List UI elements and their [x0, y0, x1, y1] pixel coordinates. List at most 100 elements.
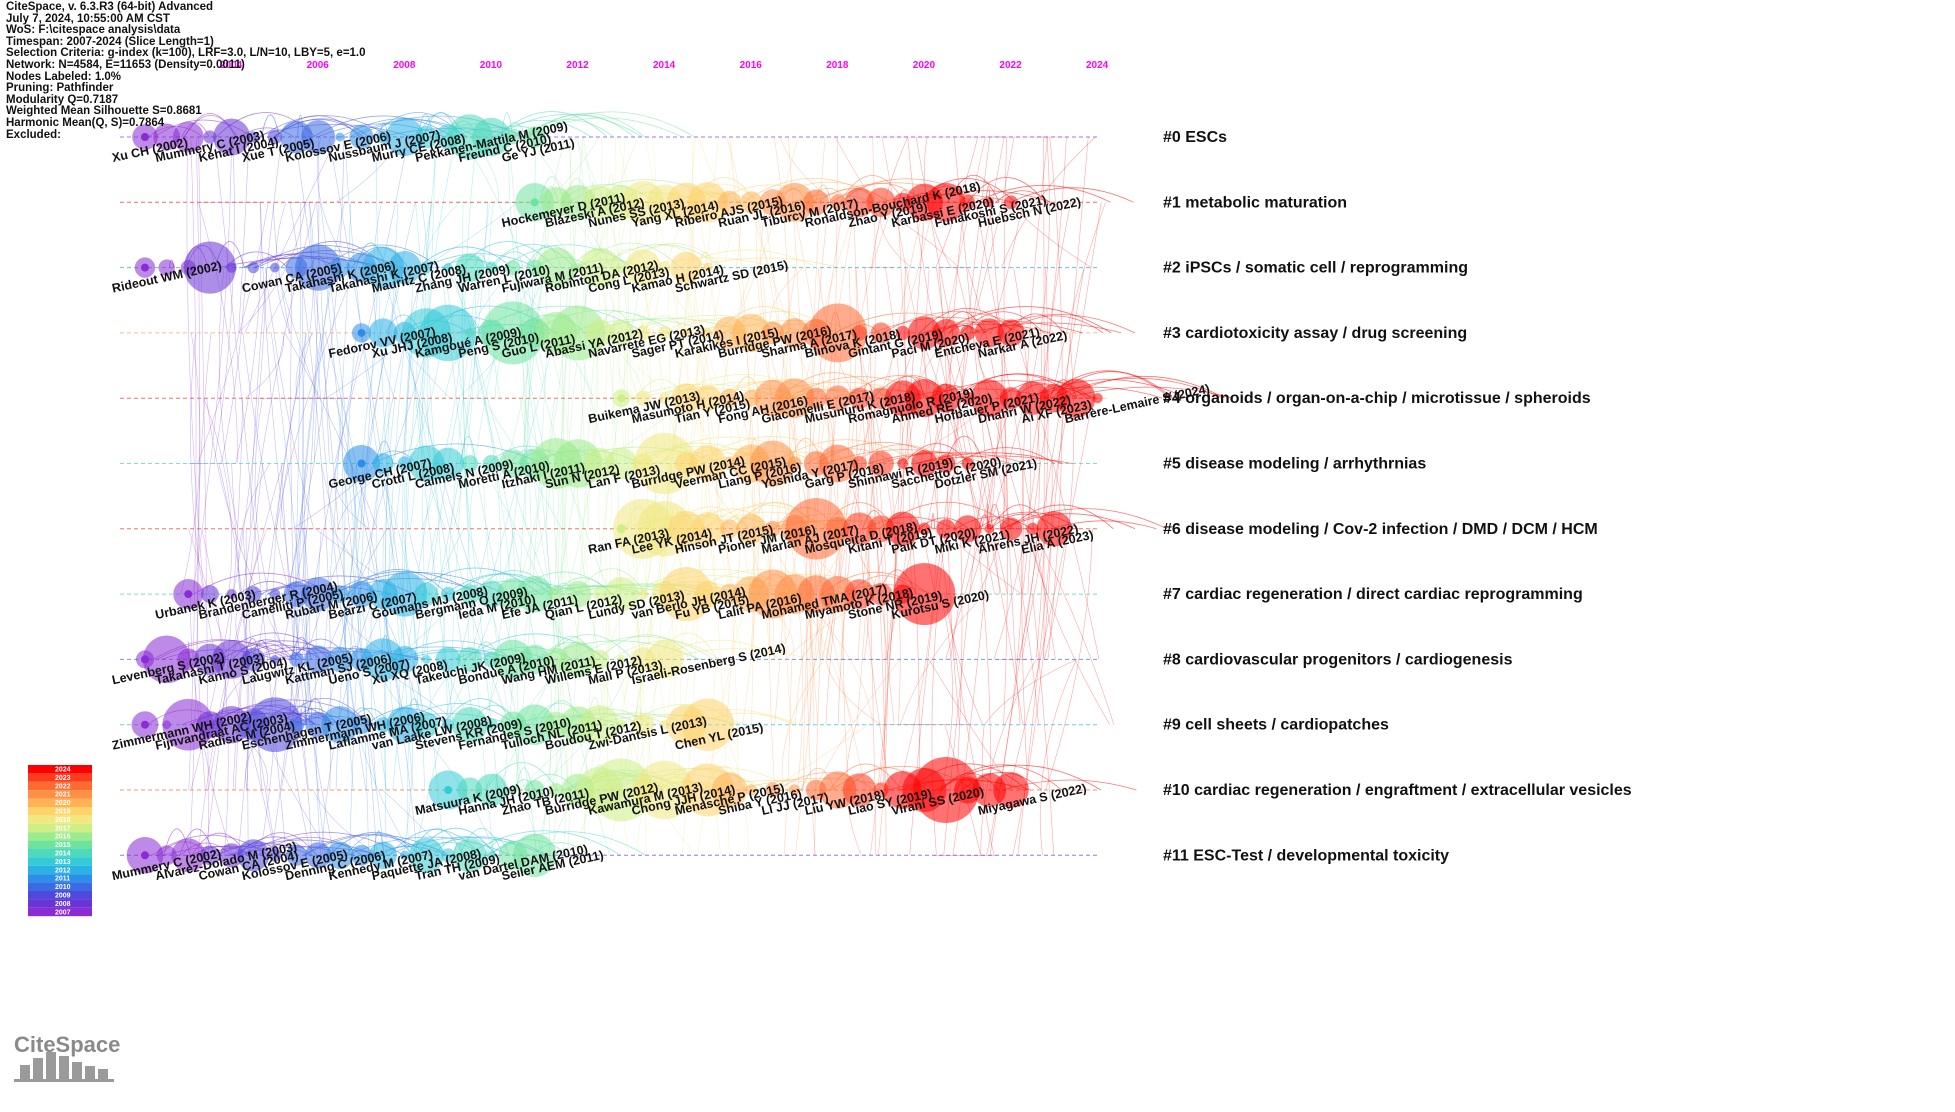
node-bubble[interactable] — [931, 383, 961, 413]
node-bubble[interactable] — [960, 194, 976, 210]
node-bubble[interactable] — [954, 515, 982, 543]
node-bubble[interactable] — [637, 588, 649, 600]
node-bubble[interactable] — [635, 325, 651, 341]
node-bubble[interactable] — [141, 263, 149, 272]
node-bubble[interactable] — [681, 328, 691, 338]
node-bubble[interactable] — [241, 647, 265, 672]
node-bubble[interactable] — [868, 450, 894, 477]
node-bubble[interactable] — [508, 785, 518, 795]
node-bubble[interactable] — [505, 129, 521, 145]
node-bubble[interactable] — [247, 261, 260, 274]
node-bubble[interactable] — [270, 654, 280, 664]
node-bubble[interactable] — [141, 133, 149, 141]
node-bubble[interactable] — [413, 712, 439, 738]
node-bubble[interactable] — [523, 126, 546, 148]
node-bubble[interactable] — [269, 588, 281, 600]
node-bubble[interactable] — [414, 582, 439, 606]
node-bubble[interactable] — [984, 523, 995, 534]
node-bubble[interactable] — [918, 522, 931, 536]
node-bubble[interactable] — [703, 262, 713, 273]
node-bubble[interactable] — [486, 850, 497, 861]
node-bubble[interactable] — [288, 716, 305, 733]
node-bubble[interactable] — [658, 392, 671, 404]
node-bubble[interactable] — [457, 647, 483, 672]
node-bubble[interactable] — [530, 198, 539, 207]
node-bubble[interactable] — [184, 590, 193, 599]
node-bubble[interactable] — [897, 458, 909, 469]
node-bubble[interactable] — [670, 251, 703, 284]
node-bubble[interactable] — [524, 779, 545, 801]
node-bubble[interactable] — [997, 319, 1025, 347]
node-bubble[interactable] — [870, 322, 892, 344]
node-bubble[interactable] — [932, 319, 960, 347]
node-bubble[interactable] — [617, 394, 626, 403]
node-bubble[interactable] — [589, 649, 610, 670]
node-bubble[interactable] — [357, 459, 366, 468]
node-bubble[interactable] — [616, 719, 627, 730]
node-bubble[interactable] — [505, 260, 521, 276]
node-bubble[interactable] — [289, 651, 304, 667]
node-bubble[interactable] — [484, 718, 498, 732]
node-bubble[interactable] — [245, 586, 262, 603]
node-bubble[interactable] — [851, 325, 868, 341]
node-bubble[interactable] — [440, 586, 456, 602]
node-bubble[interactable] — [893, 563, 956, 626]
node-bubble[interactable] — [993, 772, 1029, 808]
node-bubble[interactable] — [349, 124, 374, 150]
node-bubble[interactable] — [391, 645, 419, 673]
node-bubble[interactable] — [848, 387, 871, 409]
node-bubble[interactable] — [419, 304, 477, 362]
node-bubble[interactable] — [464, 327, 475, 338]
node-bubble[interactable] — [999, 517, 1023, 541]
node-bubble[interactable] — [564, 580, 592, 608]
node-bubble[interactable] — [226, 262, 237, 273]
node-bubble[interactable] — [357, 328, 366, 337]
node-bubble[interactable] — [548, 585, 565, 603]
node-bubble[interactable] — [452, 838, 487, 873]
node-bubble[interactable] — [455, 253, 485, 282]
node-bubble[interactable] — [681, 698, 735, 751]
node-bubble[interactable] — [475, 773, 508, 807]
node-bubble[interactable] — [420, 261, 433, 274]
node-bubble[interactable] — [961, 457, 974, 470]
node-bubble[interactable] — [616, 655, 626, 664]
node-bubble[interactable] — [200, 845, 220, 866]
node-bubble[interactable] — [635, 390, 651, 406]
node-bubble[interactable] — [247, 131, 259, 143]
node-bubble[interactable] — [421, 654, 431, 664]
node-bubble[interactable] — [141, 851, 149, 860]
node-bubble[interactable] — [1092, 393, 1103, 404]
node-bubble[interactable] — [372, 453, 394, 474]
node-bubble[interactable] — [608, 319, 635, 346]
node-bubble[interactable] — [226, 588, 237, 600]
node-bubble[interactable] — [657, 325, 672, 340]
node-bubble[interactable] — [869, 582, 893, 606]
node-bubble[interactable] — [461, 455, 479, 472]
node-bubble[interactable] — [984, 197, 995, 208]
node-bubble[interactable] — [335, 132, 345, 142]
node-bubble[interactable] — [1036, 511, 1072, 547]
node-bubble[interactable] — [352, 715, 371, 735]
node-bubble[interactable] — [301, 120, 336, 154]
node-bubble[interactable] — [645, 640, 684, 679]
node-bubble[interactable] — [141, 655, 149, 664]
node-bubble[interactable] — [268, 848, 282, 862]
node-bubble[interactable] — [787, 456, 802, 471]
node-bubble[interactable] — [369, 841, 397, 870]
node-bubble[interactable] — [485, 261, 498, 274]
node-bubble[interactable] — [270, 262, 280, 273]
node-bubble[interactable] — [788, 784, 801, 796]
node-bubble[interactable] — [200, 585, 219, 604]
node-bubble[interactable] — [765, 782, 781, 798]
node-bubble[interactable] — [617, 524, 626, 533]
node-bubble[interactable] — [632, 713, 654, 736]
node-bubble[interactable] — [764, 520, 781, 537]
node-bubble[interactable] — [443, 262, 453, 273]
node-bubble[interactable] — [702, 327, 713, 338]
node-bubble[interactable] — [512, 833, 557, 878]
node-bubble[interactable] — [444, 786, 453, 794]
node-bubble[interactable] — [141, 720, 149, 729]
node-bubble[interactable] — [745, 784, 757, 796]
node-bubble[interactable] — [803, 189, 829, 216]
node-bubble[interactable] — [720, 388, 739, 408]
